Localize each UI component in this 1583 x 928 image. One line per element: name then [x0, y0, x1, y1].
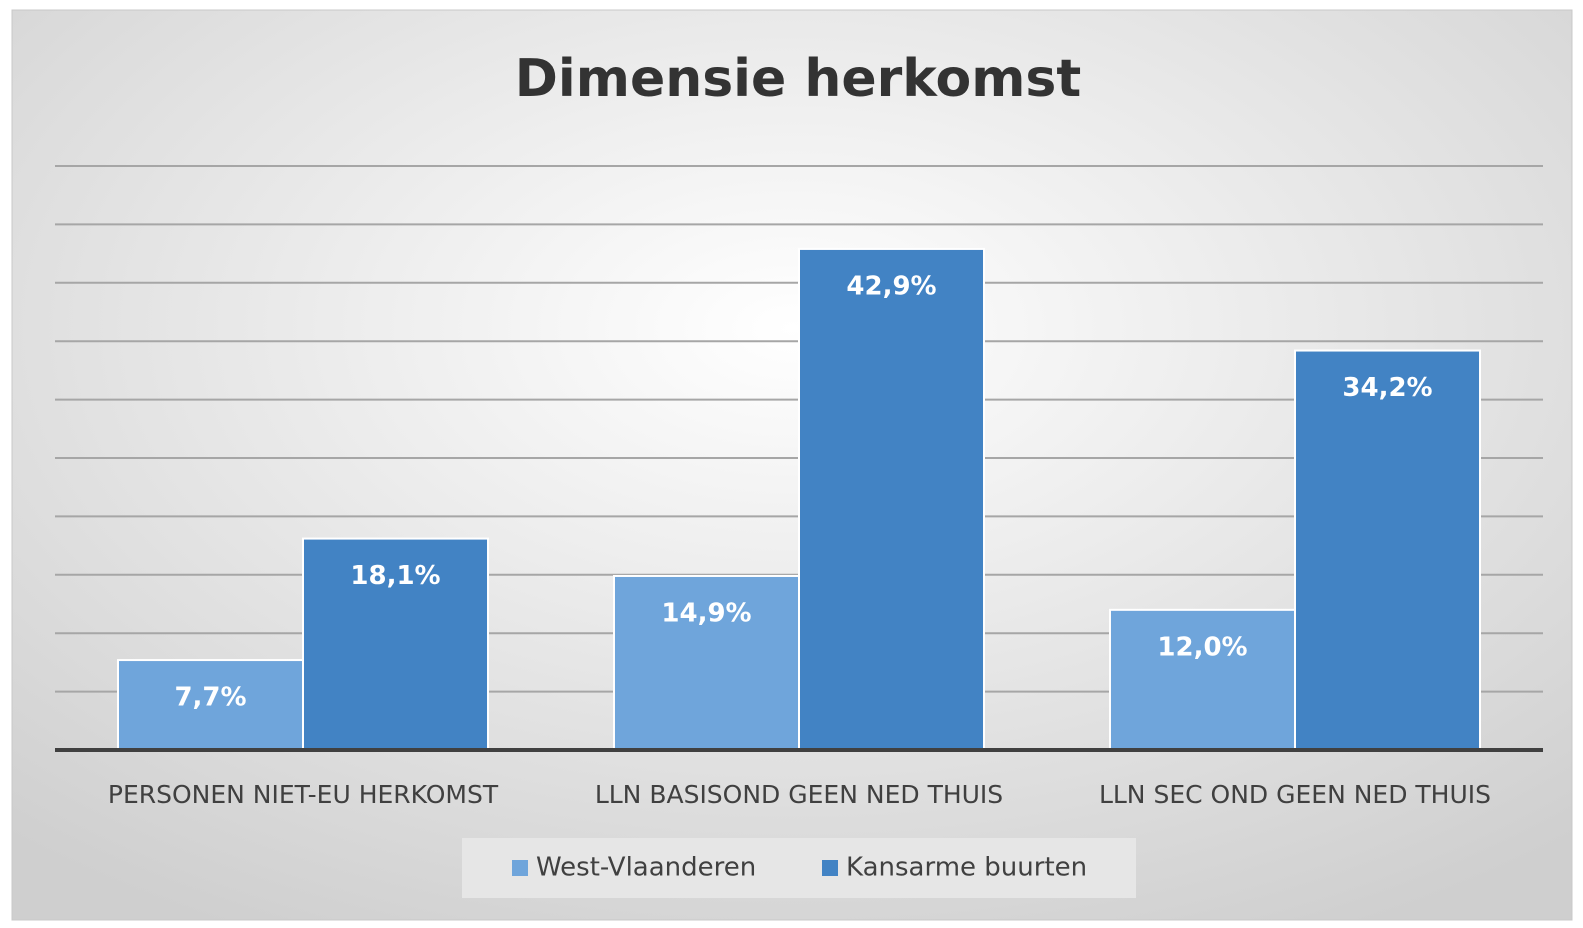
x-tick-label: LLN SEC OND GEEN NED THUIS [1099, 780, 1491, 809]
data-label: 14,9% [661, 598, 751, 628]
data-label: 12,0% [1157, 632, 1247, 662]
chart-title: Dimensie herkomst [515, 49, 1081, 109]
legend-label: Kansarme buurten [846, 853, 1087, 883]
bar [1294, 349, 1482, 751]
data-label: 42,9% [846, 271, 936, 301]
x-tick-label: LLN BASISOND GEEN NED THUIS [595, 780, 1003, 809]
data-label: 34,2% [1342, 373, 1432, 403]
legend-label: West-Vlaanderen [536, 853, 756, 883]
data-label: 7,7% [174, 683, 246, 713]
bar [798, 247, 986, 751]
bar [302, 537, 490, 751]
x-tick-label: PERSONEN NIET-EU HERKOMST [108, 780, 499, 809]
legend-swatch [512, 860, 528, 876]
bar [116, 659, 304, 752]
legend-swatch [822, 860, 838, 876]
bar [1108, 608, 1296, 752]
legend-box [462, 838, 1136, 898]
data-label: 18,1% [350, 561, 440, 591]
